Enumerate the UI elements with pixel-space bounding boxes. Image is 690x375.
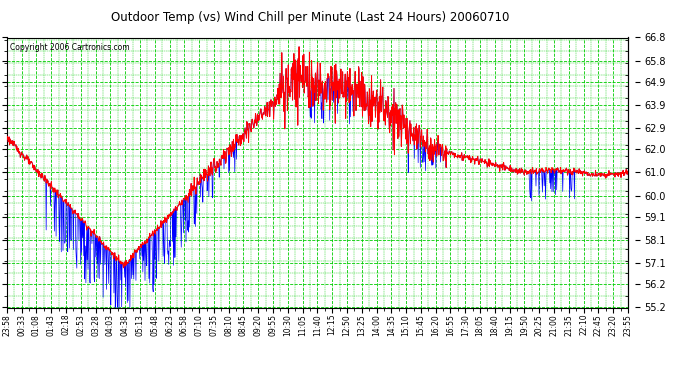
Text: Copyright 2006 Cartronics.com: Copyright 2006 Cartronics.com	[10, 43, 130, 52]
Text: Outdoor Temp (vs) Wind Chill per Minute (Last 24 Hours) 20060710: Outdoor Temp (vs) Wind Chill per Minute …	[111, 11, 510, 24]
